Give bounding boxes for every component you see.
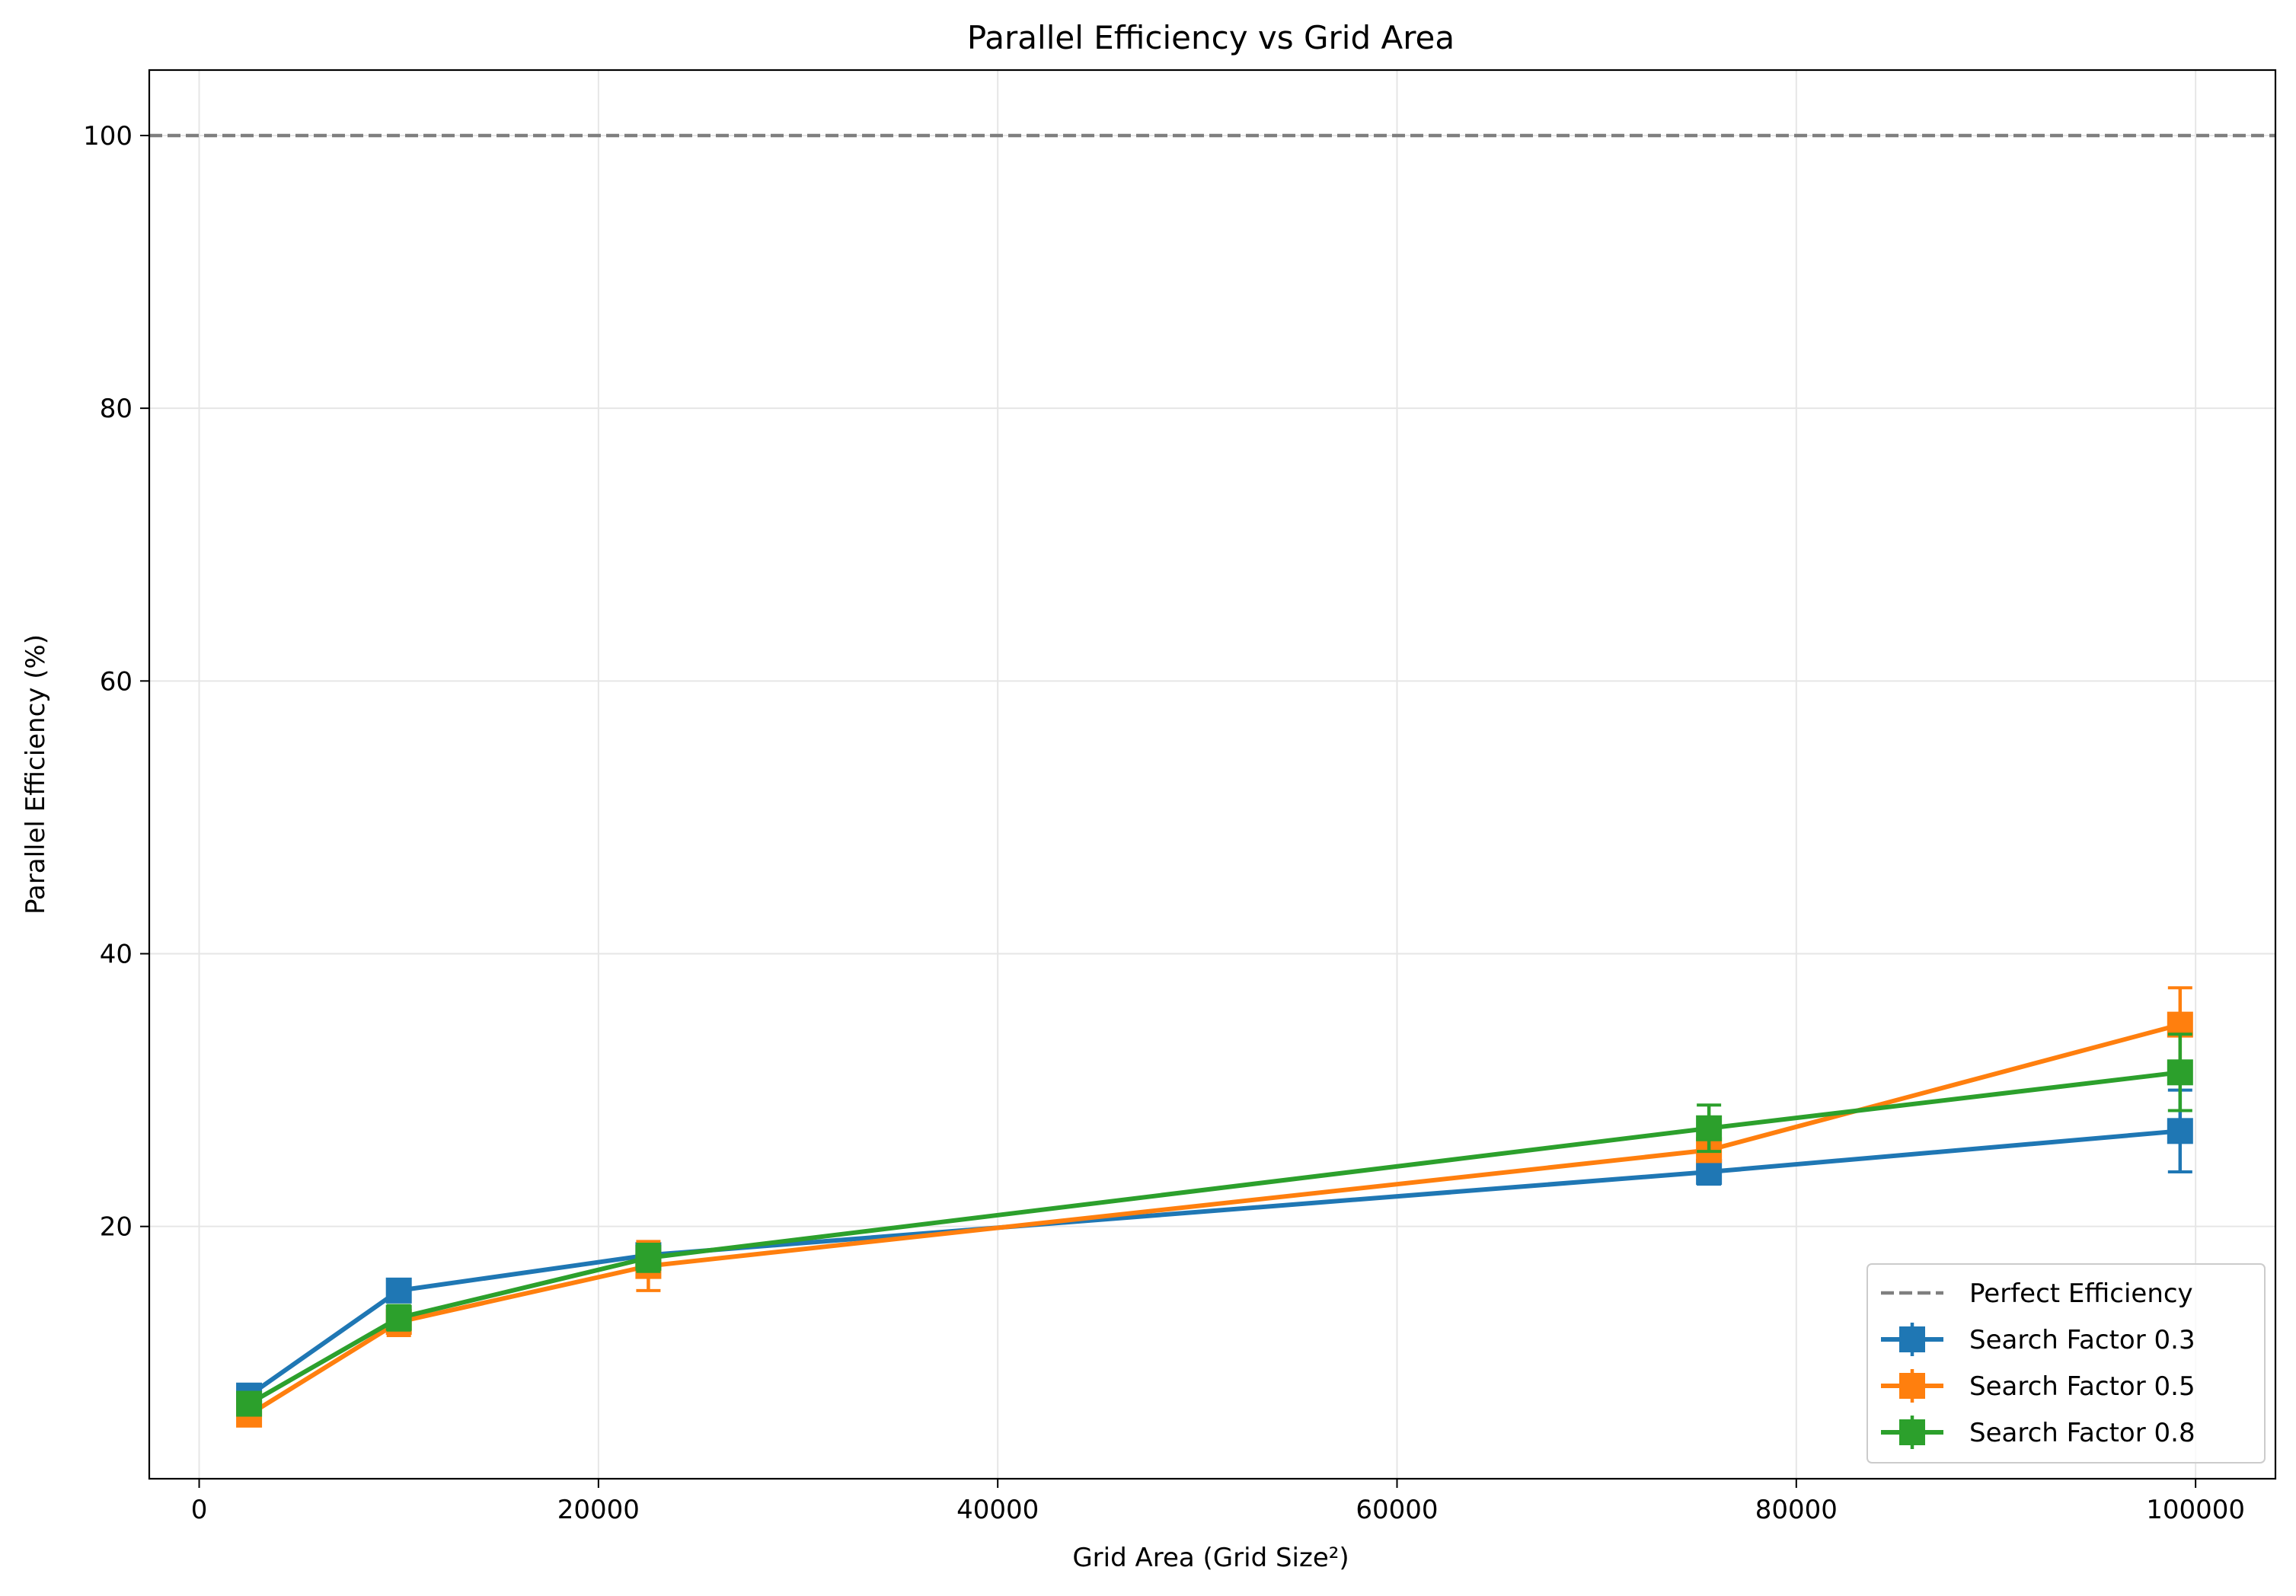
- data-point: [2167, 1118, 2193, 1144]
- x-tick-label: 20000: [557, 1495, 640, 1525]
- y-axis-label: Parallel Efficiency (%): [21, 634, 51, 915]
- legend-box: [1866, 1263, 2266, 1464]
- chart-title: Parallel Efficiency vs Grid Area: [967, 19, 1455, 56]
- data-point: [385, 1304, 412, 1331]
- data-point: [236, 1390, 263, 1417]
- legend-label: Search Factor 0.5: [1969, 1371, 2195, 1402]
- data-point: [2167, 1059, 2193, 1086]
- legend-label: Search Factor 0.3: [1969, 1325, 2195, 1355]
- data-point: [1696, 1159, 1723, 1186]
- legend-handle-marker: [1899, 1326, 1925, 1352]
- data-point: [635, 1244, 662, 1271]
- x-axis-ticks: 0 20000 40000 60000 80000 100000: [191, 1479, 2245, 1525]
- legend-handle-marker: [1899, 1373, 1925, 1399]
- legend-label: Search Factor 0.8: [1969, 1418, 2195, 1448]
- data-point: [1696, 1115, 1723, 1141]
- x-axis-label: Grid Area (Grid Size²): [1072, 1543, 1349, 1573]
- data-point: [385, 1277, 412, 1304]
- series-layer: [236, 986, 2193, 1428]
- x-tick-label: 40000: [956, 1495, 1039, 1525]
- y-tick-label: 20: [100, 1212, 133, 1243]
- x-tick-label: 100000: [2146, 1495, 2245, 1525]
- series-2: [236, 1033, 2193, 1417]
- y-tick-label: 40: [100, 940, 133, 970]
- legend: Perfect Efficiency Search Factor 0.3 Searc…: [1866, 1263, 2266, 1464]
- plot-frame: [148, 69, 2277, 1480]
- legend-handle-marker: [1899, 1419, 1925, 1445]
- y-tick-label: 100: [83, 121, 133, 152]
- legend-label-perfect: Perfect Efficiency: [1969, 1278, 2193, 1309]
- y-axis-ticks: 20 40 60 80 100: [83, 121, 149, 1243]
- y-tick-label: 60: [100, 666, 133, 697]
- y-tick-label: 80: [100, 394, 133, 424]
- x-tick-label: 60000: [1356, 1495, 1438, 1525]
- x-tick-label: 0: [191, 1495, 208, 1525]
- x-tick-label: 80000: [1755, 1495, 1838, 1525]
